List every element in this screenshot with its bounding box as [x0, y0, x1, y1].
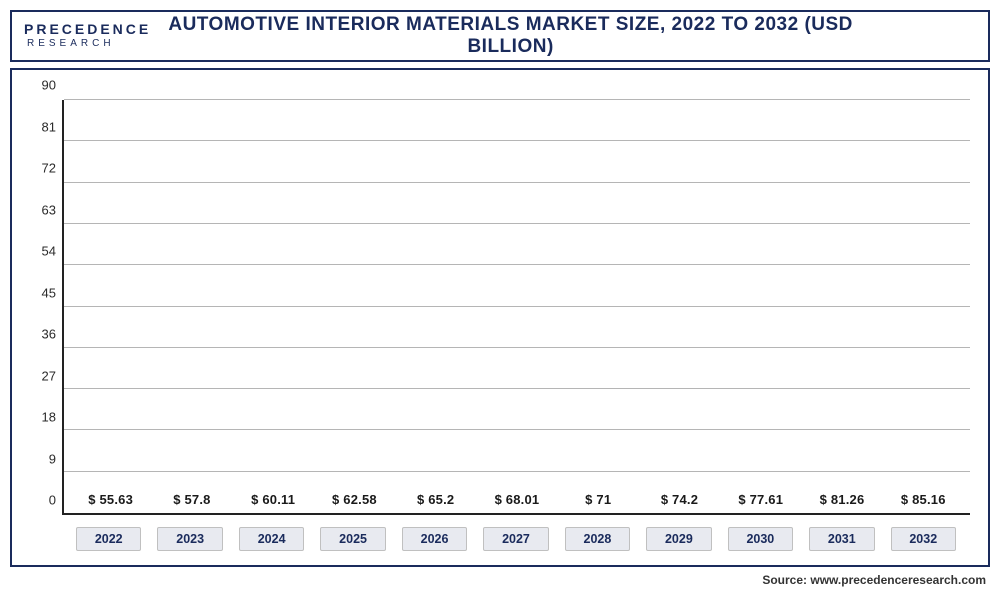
y-tick: 81	[30, 119, 56, 134]
gridline	[64, 264, 970, 265]
x-label: 2032	[883, 527, 964, 551]
chart-title: AUTOMOTIVE INTERIOR MATERIALS MARKET SIZ…	[163, 14, 988, 58]
gridline	[64, 223, 970, 224]
plot-frame: $ 55.63 $ 57.8 $ 60.11 $ 62.58 $ 65.2 $ 68.01…	[62, 100, 970, 515]
bar-value-label: $ 57.8	[173, 492, 210, 507]
x-label-text: 2031	[809, 527, 874, 551]
source-text: Source: www.precedenceresearch.com	[0, 571, 1000, 587]
chart-container: PRECEDENCE RESEARCH AUTOMOTIVE INTERIOR …	[0, 10, 1000, 602]
x-label-text: 2027	[483, 527, 548, 551]
bar-value-label: $ 77.61	[738, 492, 783, 507]
bar-value-label: $ 85.16	[901, 492, 946, 507]
bars-group: $ 55.63 $ 57.8 $ 60.11 $ 62.58 $ 65.2 $ 68.01…	[64, 100, 970, 513]
gridline	[64, 306, 970, 307]
x-label-text: 2030	[728, 527, 793, 551]
x-label: 2026	[394, 527, 475, 551]
gridline	[64, 388, 970, 389]
header-bar: PRECEDENCE RESEARCH AUTOMOTIVE INTERIOR …	[10, 10, 990, 62]
x-label-text: 2028	[565, 527, 630, 551]
x-label: 2027	[475, 527, 556, 551]
y-tick: 18	[30, 410, 56, 425]
x-label-text: 2025	[320, 527, 385, 551]
x-label-text: 2022	[76, 527, 141, 551]
bar-value-label: $ 68.01	[495, 492, 540, 507]
bar-value-label: $ 62.58	[332, 492, 377, 507]
x-label: 2030	[720, 527, 801, 551]
y-tick: 27	[30, 368, 56, 383]
gridline	[64, 182, 970, 183]
y-tick: 63	[30, 202, 56, 217]
gridline	[64, 140, 970, 141]
y-tick: 90	[30, 78, 56, 93]
bar-value-label: $ 74.2	[661, 492, 698, 507]
gridline	[64, 347, 970, 348]
x-label: 2025	[312, 527, 393, 551]
y-tick: 54	[30, 244, 56, 259]
brand-logo: PRECEDENCE RESEARCH	[12, 18, 163, 54]
x-label-text: 2024	[239, 527, 304, 551]
y-tick: 9	[30, 451, 56, 466]
bar-value-label: $ 60.11	[251, 492, 295, 507]
logo-line1: PRECEDENCE	[24, 22, 151, 36]
gridline	[64, 471, 970, 472]
x-label-text: 2026	[402, 527, 467, 551]
x-label: 2028	[557, 527, 638, 551]
x-label-text: 2029	[646, 527, 711, 551]
x-label: 2029	[638, 527, 719, 551]
chart-box: 0 9 18 27 36 45 54 63 72 81 90 $ 55.63 $ 57.8 $ 60.1…	[10, 68, 990, 567]
y-tick: 36	[30, 327, 56, 342]
y-tick: 72	[30, 161, 56, 176]
x-label-text: 2032	[891, 527, 956, 551]
gridline	[64, 429, 970, 430]
y-tick: 0	[30, 493, 56, 508]
plot-area: $ 55.63 $ 57.8 $ 60.11 $ 62.58 $ 65.2 $ 68.01…	[62, 100, 970, 515]
logo-line2: RESEARCH	[24, 38, 118, 50]
x-label: 2031	[801, 527, 882, 551]
y-tick: 45	[30, 285, 56, 300]
bar-value-label: $ 65.2	[417, 492, 454, 507]
x-label: 2023	[149, 527, 230, 551]
bar-value-label: $ 81.26	[820, 492, 865, 507]
bar-value-label: $ 55.63	[88, 492, 133, 507]
bar-value-label: $ 71	[585, 492, 611, 507]
gridline	[64, 99, 970, 100]
y-axis: 09182736455463728190	[32, 100, 60, 515]
x-label: 2022	[68, 527, 149, 551]
x-label: 2024	[231, 527, 312, 551]
x-label-text: 2023	[157, 527, 222, 551]
x-axis-labels: 2022 2023 2024 2025 2026 2027 2028 2029 2030 2031…	[62, 527, 970, 551]
